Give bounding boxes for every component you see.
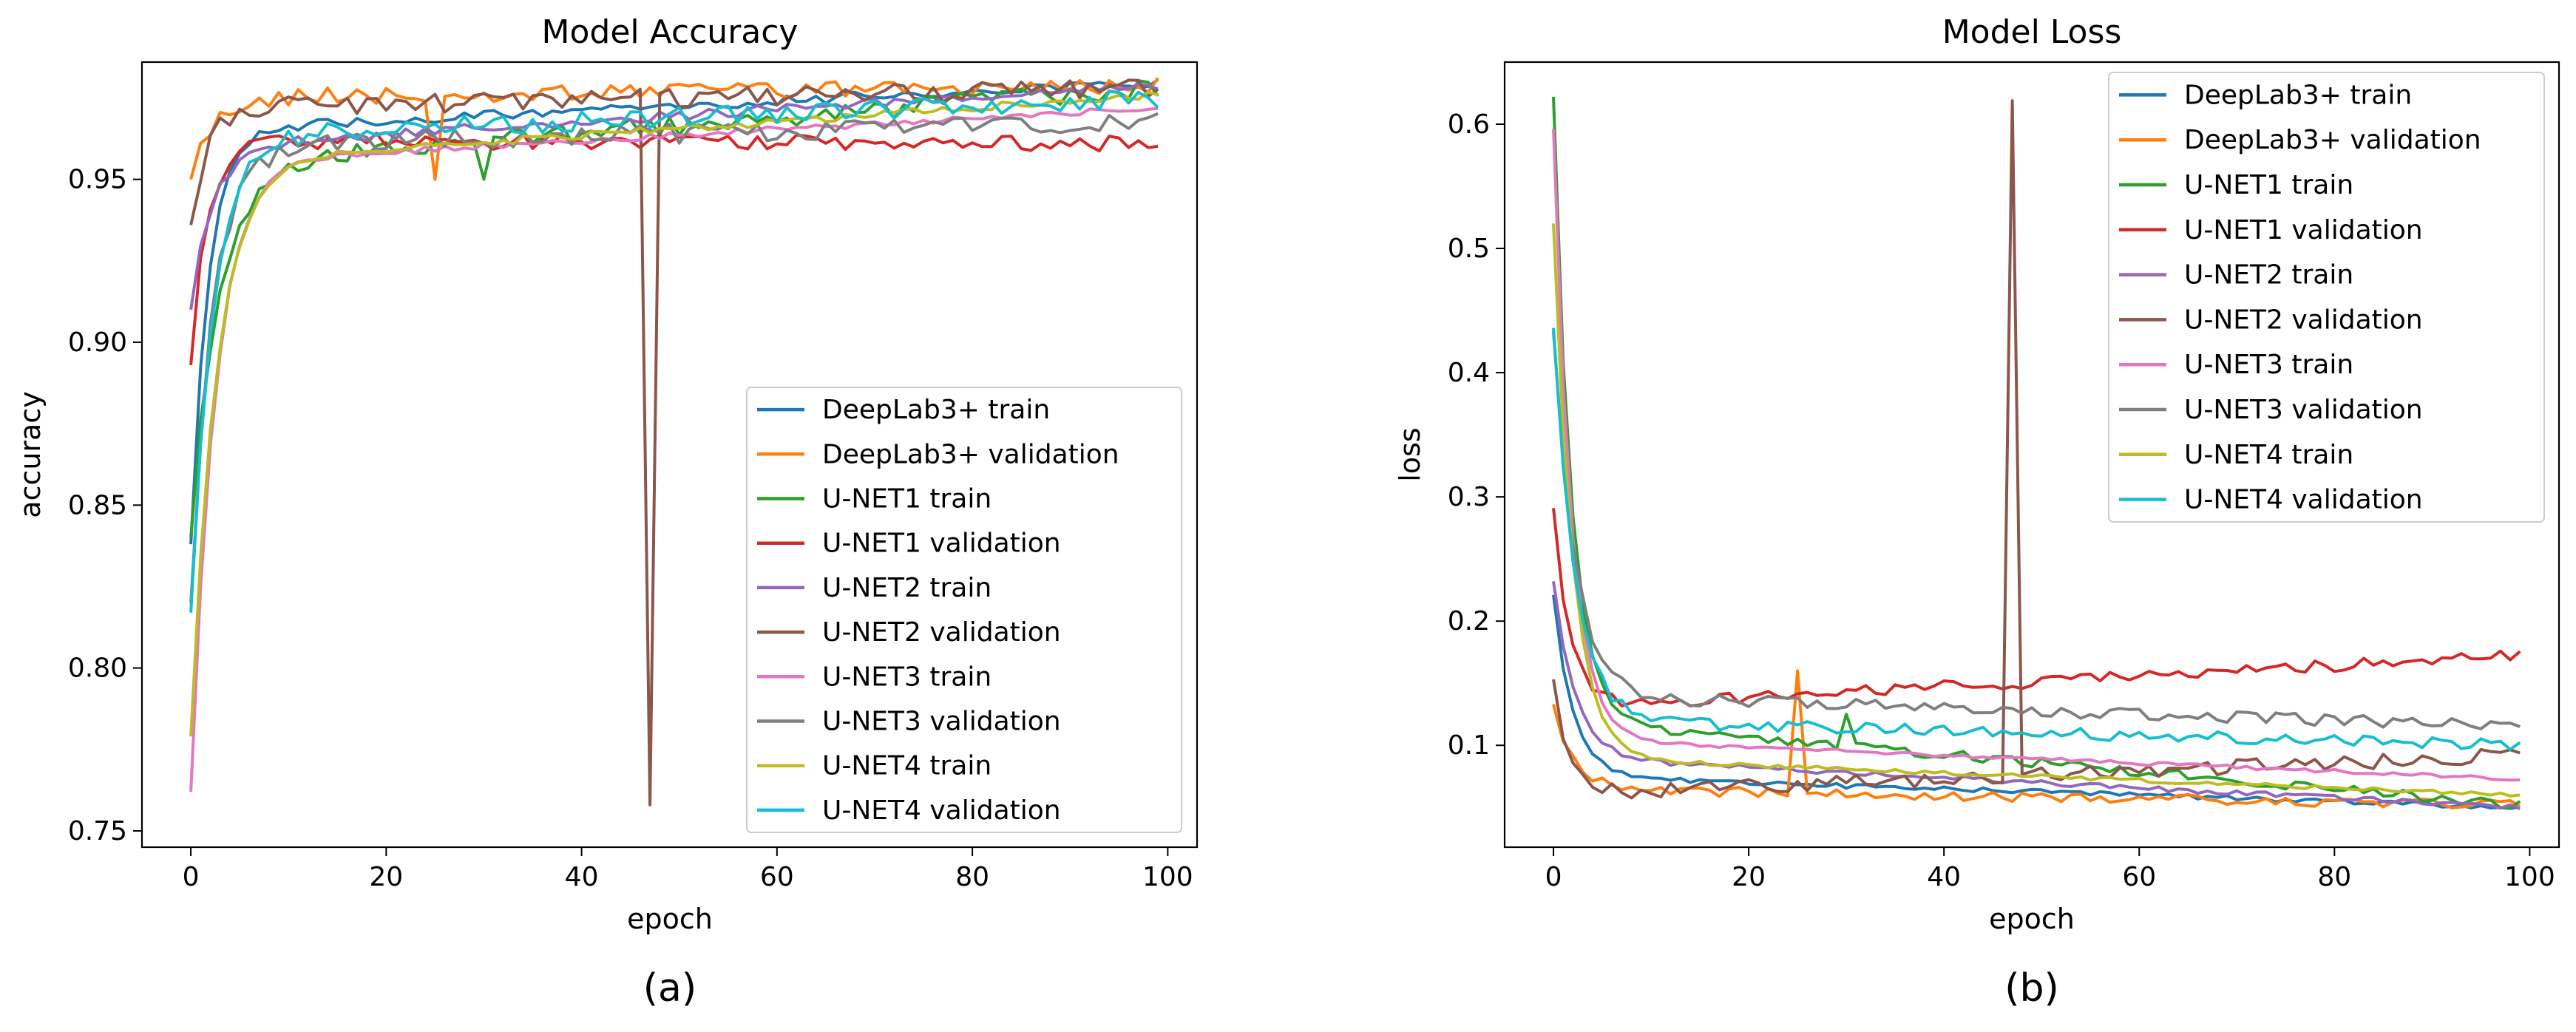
legend-label: DeepLab3+ train bbox=[2184, 80, 2412, 110]
y-tick-label: 0.6 bbox=[1448, 109, 1490, 140]
legend-box bbox=[2108, 72, 2545, 523]
legend-label: U-NET3 train bbox=[2184, 350, 2353, 380]
legend-label: U-NET2 validation bbox=[2184, 305, 2423, 335]
series-line bbox=[1552, 223, 2521, 798]
y-tick-label: 0.95 bbox=[68, 165, 127, 195]
chart-title: Model Accuracy bbox=[542, 13, 799, 51]
x-tick-label: 20 bbox=[369, 862, 403, 892]
legend-label: U-NET2 train bbox=[822, 573, 992, 603]
legend: DeepLab3+ train DeepLab3+ validation U-NET… bbox=[2108, 72, 2545, 523]
x-tick-label: 0 bbox=[1545, 862, 1562, 892]
axis-ticks: 0 20 40 60 80 100 0.75 0.80 0.85 0.90 0.95 bbox=[68, 165, 1193, 892]
accuracy-chart: Model Accuracy 0 20 40 60 80 1000.750.800.850… bbox=[14, 13, 1199, 1011]
legend-label: U-NET4 train bbox=[2184, 440, 2353, 470]
legend-label: DeepLab3+ train bbox=[822, 395, 1050, 425]
y-tick-label: 0.85 bbox=[68, 490, 127, 520]
legend-label: U-NET3 validation bbox=[822, 707, 1061, 737]
axis-ticks: 0 20 40 60 80 100 0.1 0.2 0.3 0.4 0.5 0.6 bbox=[1448, 109, 2555, 892]
series-lines bbox=[189, 77, 1159, 807]
panel-label: (a) bbox=[643, 966, 696, 1011]
plot-frame bbox=[1503, 61, 2560, 849]
legend-label: U-NET1 train bbox=[2184, 170, 2353, 200]
series-line bbox=[189, 78, 1159, 807]
legend-label: U-NET3 train bbox=[822, 662, 992, 692]
series-line bbox=[1552, 327, 2521, 751]
legend-label: U-NET4 validation bbox=[822, 795, 1061, 826]
legend-label: U-NET1 validation bbox=[2184, 215, 2423, 245]
y-axis-label: loss bbox=[1394, 427, 1426, 481]
chart-title: Model Loss bbox=[1942, 13, 2122, 51]
x-tick-label: 80 bbox=[2317, 862, 2351, 892]
legend-label: U-NET2 validation bbox=[822, 617, 1061, 648]
y-tick-label: 0.1 bbox=[1448, 730, 1490, 761]
loss-chart: Model Loss 0 20 40 60 80 100 0.1 0.2 0.3 0.4 0.5 0.… bbox=[1394, 13, 2560, 1011]
x-tick-label: 80 bbox=[955, 862, 989, 892]
series-lines bbox=[1552, 97, 2521, 810]
y-tick-label: 0.80 bbox=[68, 654, 127, 684]
legend-label: U-NET4 train bbox=[822, 751, 992, 781]
legend-label: DeepLab3+ validation bbox=[2184, 125, 2481, 155]
x-axis-label: epoch bbox=[627, 903, 713, 935]
plot-frame bbox=[140, 61, 1199, 849]
y-tick-label: 0.3 bbox=[1448, 482, 1490, 512]
legend-label: U-NET1 train bbox=[822, 484, 992, 515]
legend-label: U-NET2 train bbox=[2184, 260, 2353, 291]
y-tick-label: 0.2 bbox=[1448, 606, 1490, 636]
x-tick-label: 100 bbox=[1142, 862, 1193, 892]
y-tick-label: 0.75 bbox=[68, 816, 127, 846]
series-line bbox=[189, 89, 1159, 613]
y-tick-label: 0.5 bbox=[1448, 234, 1490, 264]
x-tick-label: 100 bbox=[2504, 862, 2555, 892]
series-line bbox=[189, 132, 1159, 365]
legend-box bbox=[746, 387, 1182, 833]
x-tick-label: 40 bbox=[1927, 862, 1961, 892]
series-line bbox=[1552, 331, 2521, 730]
series-line bbox=[189, 78, 1159, 545]
series-line bbox=[1552, 669, 2521, 809]
x-tick-label: 20 bbox=[1732, 862, 1766, 892]
series-line bbox=[1552, 594, 2521, 810]
y-tick-label: 0.4 bbox=[1448, 358, 1490, 388]
x-tick-label: 60 bbox=[2122, 862, 2156, 892]
legend-label: U-NET4 validation bbox=[2184, 485, 2423, 515]
x-tick-label: 60 bbox=[760, 862, 794, 892]
series-line bbox=[1552, 99, 2521, 800]
y-axis-label: accuracy bbox=[14, 391, 47, 517]
panel-label: (b) bbox=[2004, 966, 2059, 1011]
y-tick-label: 0.90 bbox=[68, 327, 127, 358]
legend-label: U-NET1 validation bbox=[822, 529, 1061, 559]
x-tick-label: 40 bbox=[565, 862, 599, 892]
legend: DeepLab3+ train DeepLab3+ validation U-NET… bbox=[746, 387, 1182, 833]
series-line bbox=[1552, 508, 2521, 707]
legend-label: DeepLab3+ validation bbox=[822, 439, 1119, 469]
x-axis-label: epoch bbox=[1989, 903, 2075, 935]
x-tick-label: 0 bbox=[183, 862, 200, 892]
series-line bbox=[1552, 129, 2521, 782]
legend-label: U-NET3 validation bbox=[2184, 395, 2423, 425]
